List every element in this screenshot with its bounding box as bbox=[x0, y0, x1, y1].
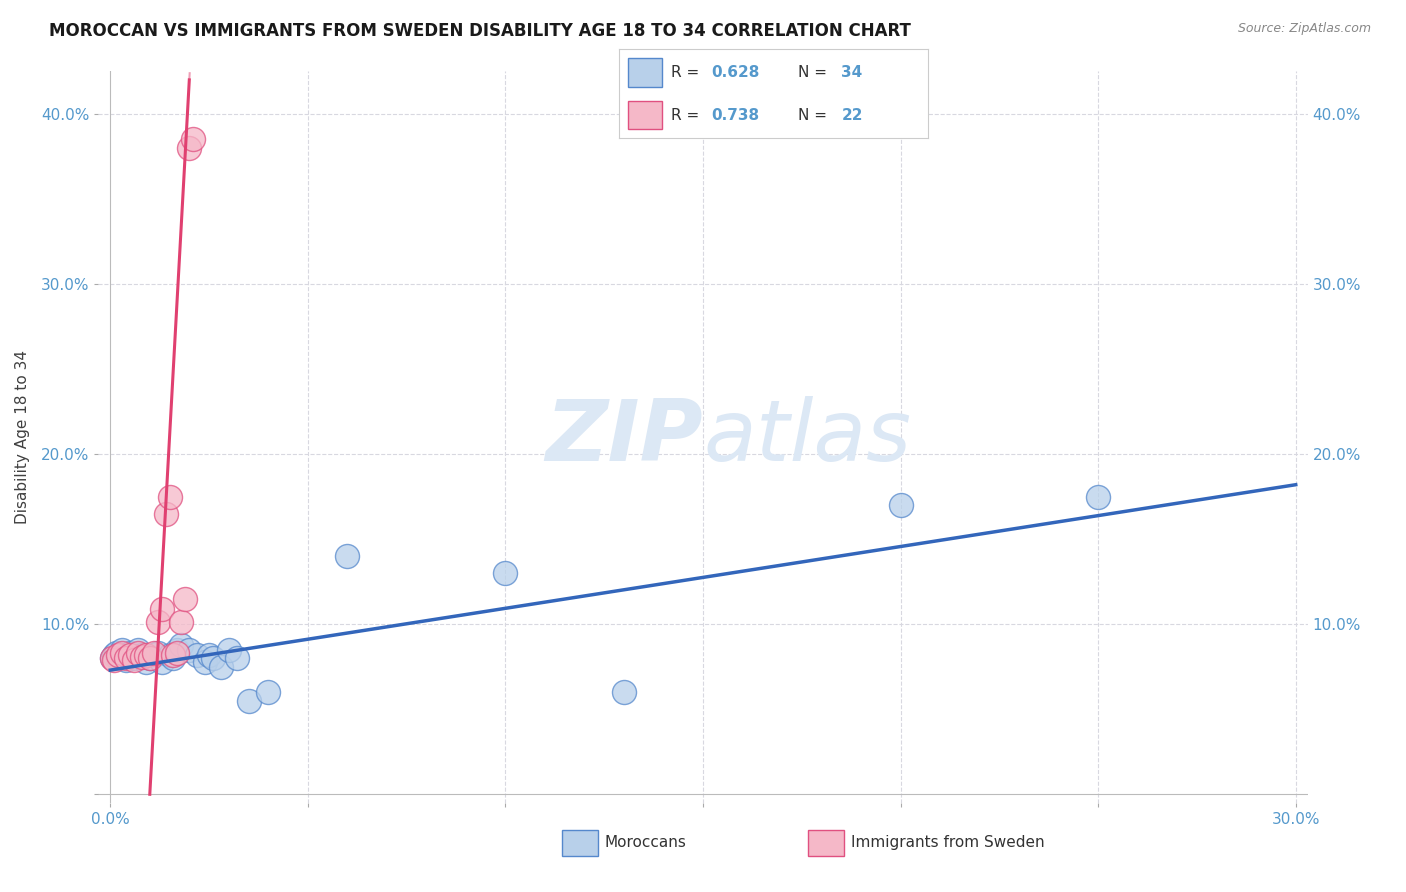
Point bbox=[159, 490, 181, 504]
Point bbox=[111, 646, 134, 660]
Point bbox=[146, 615, 169, 630]
Text: ZIP: ZIP bbox=[546, 395, 703, 479]
Point bbox=[127, 646, 149, 660]
Point bbox=[139, 651, 162, 665]
Point bbox=[101, 651, 124, 665]
Point bbox=[170, 638, 193, 652]
Point bbox=[179, 642, 201, 657]
Text: N =: N = bbox=[799, 65, 832, 79]
Point bbox=[142, 648, 165, 662]
Point bbox=[131, 649, 153, 664]
Text: N =: N = bbox=[799, 108, 832, 122]
Point bbox=[225, 651, 247, 665]
Bar bbox=[628, 58, 662, 87]
Point bbox=[181, 132, 204, 146]
Point bbox=[139, 651, 162, 665]
Point bbox=[613, 685, 636, 699]
Point bbox=[103, 653, 125, 667]
Point bbox=[146, 646, 169, 660]
Point bbox=[209, 659, 232, 673]
Point bbox=[127, 642, 149, 657]
Point bbox=[198, 648, 221, 662]
Point bbox=[105, 646, 128, 660]
Point bbox=[194, 655, 217, 669]
Point bbox=[150, 602, 173, 616]
Point bbox=[122, 653, 145, 667]
Point bbox=[115, 651, 138, 665]
Point bbox=[336, 549, 359, 563]
Point bbox=[101, 651, 124, 665]
Text: atlas: atlas bbox=[703, 395, 911, 479]
Text: 34: 34 bbox=[841, 65, 863, 79]
Point bbox=[162, 651, 184, 665]
Point bbox=[107, 651, 129, 665]
Point bbox=[135, 655, 157, 669]
Point bbox=[111, 642, 134, 657]
Point bbox=[103, 648, 125, 662]
Point bbox=[118, 646, 141, 660]
Text: MOROCCAN VS IMMIGRANTS FROM SWEDEN DISABILITY AGE 18 TO 34 CORRELATION CHART: MOROCCAN VS IMMIGRANTS FROM SWEDEN DISAB… bbox=[49, 22, 911, 40]
Point bbox=[115, 653, 138, 667]
Point bbox=[162, 648, 184, 662]
Point bbox=[150, 655, 173, 669]
Point bbox=[122, 651, 145, 665]
Text: 0.738: 0.738 bbox=[711, 108, 759, 122]
Point bbox=[218, 642, 240, 657]
Point bbox=[494, 566, 516, 581]
Point bbox=[1087, 490, 1109, 504]
Text: R =: R = bbox=[671, 108, 704, 122]
Point bbox=[131, 648, 153, 662]
Point bbox=[118, 648, 141, 662]
Text: 22: 22 bbox=[841, 108, 863, 122]
Point bbox=[202, 651, 225, 665]
Point bbox=[890, 498, 912, 512]
Point bbox=[174, 591, 197, 606]
Point bbox=[159, 648, 181, 662]
Text: 0.628: 0.628 bbox=[711, 65, 759, 79]
Point bbox=[257, 685, 280, 699]
Point bbox=[238, 694, 260, 708]
Y-axis label: Disability Age 18 to 34: Disability Age 18 to 34 bbox=[15, 350, 30, 524]
Point bbox=[166, 642, 188, 657]
Point bbox=[186, 648, 208, 662]
Text: Source: ZipAtlas.com: Source: ZipAtlas.com bbox=[1237, 22, 1371, 36]
Point bbox=[166, 646, 188, 660]
Point bbox=[155, 507, 177, 521]
Point bbox=[107, 648, 129, 662]
Text: Moroccans: Moroccans bbox=[605, 836, 686, 850]
Point bbox=[179, 141, 201, 155]
Text: Immigrants from Sweden: Immigrants from Sweden bbox=[851, 836, 1045, 850]
Point bbox=[135, 648, 157, 662]
Bar bbox=[628, 101, 662, 129]
Point bbox=[142, 646, 165, 660]
Text: R =: R = bbox=[671, 65, 704, 79]
Point bbox=[170, 615, 193, 630]
